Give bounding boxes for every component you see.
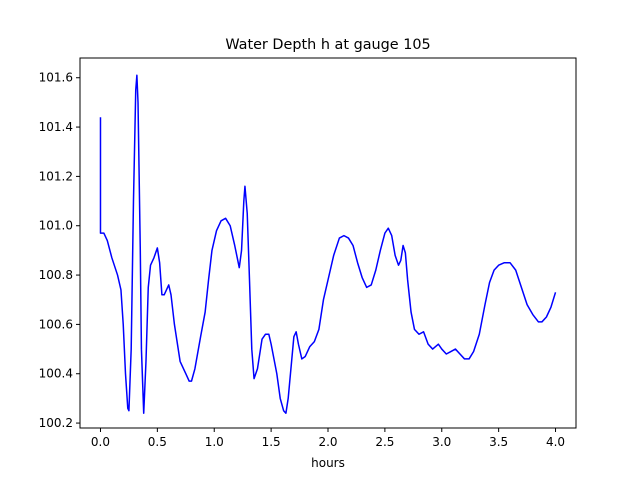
x-tick-label: 2.0 [318,435,337,449]
y-tick-label: 100.6 [39,317,73,331]
y-tick-label: 101.0 [39,219,73,233]
y-tick-label: 100.2 [39,416,73,430]
y-tick-label: 101.6 [39,71,73,85]
x-tick-label: 4.0 [546,435,565,449]
axes-frame [79,57,577,429]
x-tick-label: 3.5 [489,435,508,449]
x-axis-label: hours [311,456,345,470]
y-axis: 100.2 100.4 100.6 100.8 101.0 101.2 101.4 101.6 [39,71,80,430]
x-tick-label: 1.0 [205,435,224,449]
x-tick-label: 0.5 [148,435,167,449]
plot-area [99,74,557,414]
x-tick-label: 0.0 [91,435,110,449]
series-line [99,74,557,414]
y-tick-label: 101.4 [39,120,73,134]
x-tick-label: 1.5 [262,435,281,449]
y-tick-label: 101.2 [39,169,73,183]
chart-title: Water Depth h at gauge 105 [225,37,430,53]
y-tick-label: 100.4 [39,367,73,381]
y-tick-label: 100.8 [39,268,73,282]
x-tick-label: 2.5 [375,435,394,449]
x-axis: 0.0 0.5 1.0 1.5 2.0 2.5 3.0 3.5 4.0 [91,428,565,449]
x-tick-label: 3.0 [432,435,451,449]
